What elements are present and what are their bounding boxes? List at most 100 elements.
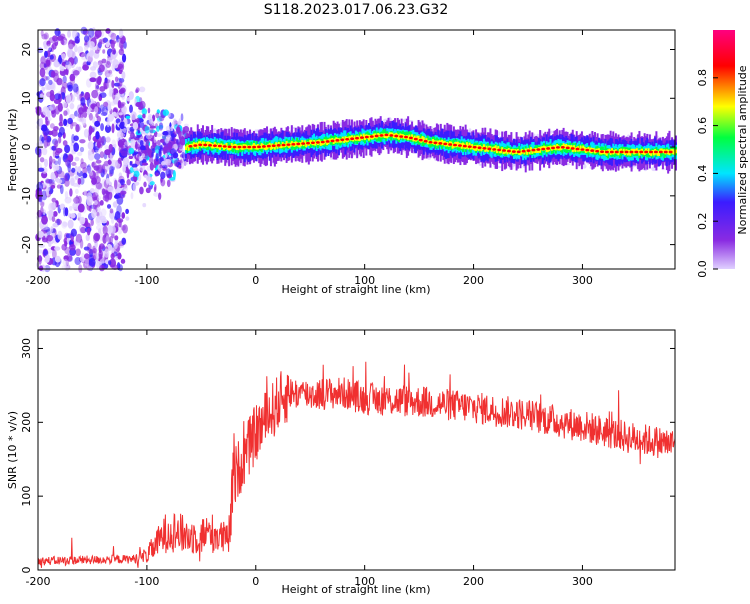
heatmap-cell: [112, 111, 117, 117]
heatmap-cell: [107, 159, 112, 165]
heatmap-cell: [177, 141, 184, 150]
heatmap-cell: [642, 151, 645, 155]
heatmap-cell: [74, 156, 80, 162]
heatmap-cell: [438, 140, 441, 144]
heatmap-cell: [421, 137, 424, 147]
x-tick-label: 200: [463, 274, 484, 287]
heatmap-cell: [61, 39, 65, 45]
heatmap-cell: [422, 137, 425, 142]
heatmap-cell: [446, 141, 449, 146]
heatmap-cell: [468, 128, 472, 133]
heatmap-cell: [582, 163, 587, 169]
heatmap-cell: [45, 178, 53, 184]
heatmap-cell: [45, 76, 50, 81]
heatmap-cell: [199, 141, 202, 151]
heatmap-cell: [54, 93, 61, 100]
heatmap-cell: [554, 145, 557, 151]
heatmap-cell: [147, 107, 151, 114]
colorbar-ticks: 0.0 0.2 0.4 0.6 0.8: [696, 69, 718, 278]
heatmap-cell: [83, 35, 90, 43]
heatmap-cell: [480, 146, 483, 152]
heatmap-cell: [129, 104, 133, 114]
heatmap-cell: [54, 165, 60, 171]
heatmap-cell: [303, 140, 306, 145]
heatmap-cell: [56, 77, 63, 86]
heatmap-cell: [69, 188, 73, 197]
x-tick-label: 300: [572, 274, 593, 287]
heatmap-cell: [99, 85, 106, 92]
heatmap-cell: [66, 49, 73, 58]
heatmap-cell: [442, 141, 445, 145]
heatmap-cell: [575, 147, 580, 151]
heatmap-cell: [53, 126, 59, 132]
heatmap-cell: [497, 148, 502, 152]
heatmap-cell: [570, 145, 573, 149]
heatmap-cell: [118, 28, 124, 39]
heatmap-cell: [146, 165, 151, 171]
heatmap-cell: [198, 143, 203, 147]
heatmap-cell: [275, 143, 278, 150]
heatmap-cell: [540, 146, 543, 150]
heatmap-cell: [43, 32, 49, 40]
heatmap-cell: [216, 145, 219, 149]
heatmap-cell: [67, 43, 74, 50]
heatmap-cell: [172, 170, 176, 180]
heatmap-cell: [225, 142, 228, 149]
heatmap-cell: [54, 160, 59, 166]
heatmap-cell: [618, 149, 621, 154]
heatmap-cell: [118, 172, 123, 179]
heatmap-cell: [57, 156, 61, 166]
heatmap-cell: [482, 146, 487, 150]
heatmap-cell: [160, 171, 166, 180]
heatmap-cell: [77, 212, 82, 219]
heatmap-cell: [43, 249, 49, 256]
heatmap-cell: [159, 164, 163, 169]
heatmap-cell: [486, 148, 489, 152]
spectrogram-x-axis: -200 -100 0 100 200 300: [26, 30, 593, 287]
heatmap-cell: [583, 146, 586, 152]
heatmap-cell: [80, 52, 88, 61]
heatmap-cell: [144, 125, 150, 134]
heatmap-cell: [387, 133, 390, 138]
heatmap-cell: [57, 230, 63, 240]
heatmap-cell: [91, 116, 96, 124]
heatmap-cell: [110, 159, 118, 168]
heatmap-cell: [135, 87, 140, 93]
snr-frame: [37, 329, 676, 571]
heatmap-cell: [44, 50, 48, 58]
heatmap-cell: [52, 158, 56, 164]
heatmap-cell: [660, 148, 663, 153]
heatmap-cell: [649, 150, 654, 154]
heatmap-cell: [71, 161, 77, 166]
heatmap-cell: [183, 160, 188, 166]
heatmap-cell: [307, 138, 310, 145]
heatmap-cell: [59, 184, 64, 195]
x-tick-label: 0: [252, 274, 259, 287]
heatmap-cell: [56, 179, 63, 184]
heatmap-cell: [46, 234, 54, 242]
heatmap-cell: [74, 44, 78, 53]
colorbar-tick-label: 0.4: [696, 165, 709, 183]
heatmap-cell: [80, 226, 86, 234]
heatmap-cell: [412, 137, 415, 142]
heatmap-cell: [608, 148, 611, 153]
heatmap-cell: [303, 141, 306, 149]
x-tick-label: -100: [134, 274, 159, 287]
heatmap-cell: [622, 148, 625, 154]
heatmap-cell: [135, 102, 142, 108]
heatmap-cell: [54, 150, 60, 156]
heatmap-cell: [97, 60, 103, 66]
heatmap-cell: [457, 144, 462, 147]
heatmap-cell: [88, 257, 96, 267]
heatmap-cell: [328, 138, 331, 143]
heatmap-cell: [63, 206, 67, 217]
heatmap-cell: [81, 117, 87, 126]
heatmap-cell: [421, 136, 424, 142]
heatmap-cell: [64, 174, 68, 181]
heatmap-cell: [79, 52, 86, 58]
heatmap-cell: [37, 249, 44, 254]
heatmap-cell: [644, 150, 649, 154]
heatmap-cell: [156, 139, 161, 146]
heatmap-cell: [478, 163, 482, 166]
heatmap-cell: [128, 155, 134, 160]
